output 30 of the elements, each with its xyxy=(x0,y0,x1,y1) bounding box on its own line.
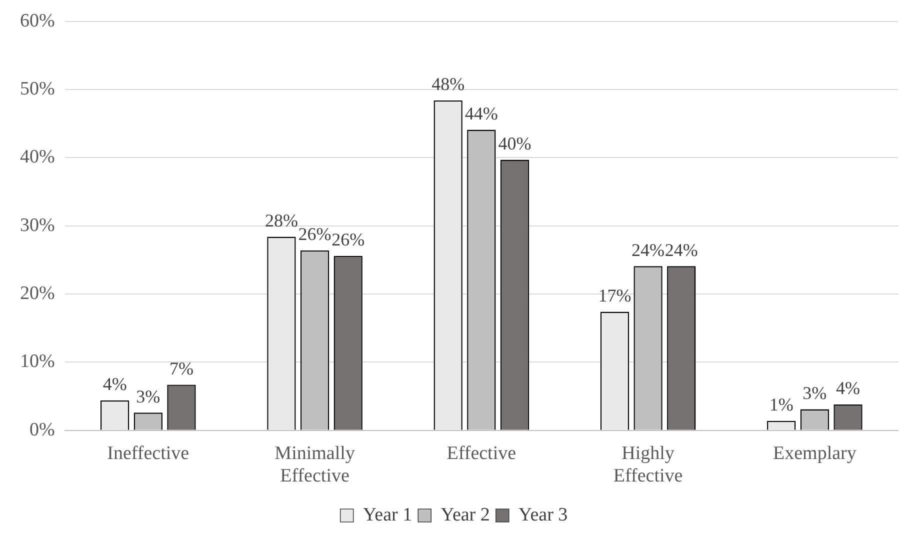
data-label: 4% xyxy=(836,378,860,398)
data-label: 26% xyxy=(298,224,332,244)
data-label: 24% xyxy=(664,240,698,260)
data-label: 7% xyxy=(169,358,194,378)
y-tick-label: 50% xyxy=(20,78,55,100)
y-tick-label: 20% xyxy=(20,283,55,304)
y-tick-label: 40% xyxy=(20,146,55,168)
data-label: 44% xyxy=(464,104,498,124)
data-label: 3% xyxy=(136,386,160,406)
data-label: 40% xyxy=(498,134,532,154)
x-tick-label: Effective xyxy=(446,442,516,464)
data-label: 1% xyxy=(769,394,794,415)
data-label: 24% xyxy=(632,240,665,260)
data-label: 28% xyxy=(264,210,298,231)
data-label: 48% xyxy=(432,74,465,94)
data-label: 3% xyxy=(802,383,827,404)
x-tick-label: Exemplary xyxy=(773,442,857,464)
data-label: 4% xyxy=(102,374,127,394)
y-tick-label: 10% xyxy=(20,351,55,372)
y-tick-label: 60% xyxy=(20,10,55,32)
data-label: 17% xyxy=(598,286,632,306)
legend-label: Year 1 xyxy=(362,504,412,526)
x-tick-label: Minimally Effective xyxy=(274,442,356,487)
y-tick-label: 0% xyxy=(30,419,55,440)
legend-label: Year 3 xyxy=(518,504,568,526)
x-tick-label: Highly Effective xyxy=(613,442,683,487)
y-tick-label: 30% xyxy=(20,214,55,236)
legend-label: Year 2 xyxy=(440,504,490,526)
data-label: 26% xyxy=(332,230,365,250)
x-tick-label: Ineffective xyxy=(107,442,190,464)
